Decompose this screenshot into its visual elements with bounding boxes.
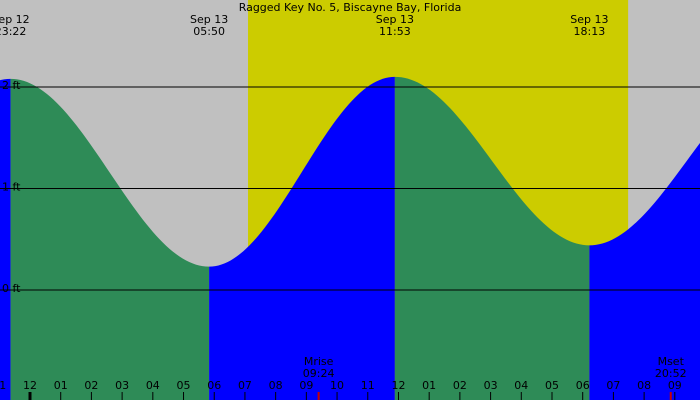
x-tick-label: 06 [207, 379, 221, 392]
x-tick-label: 01 [422, 379, 436, 392]
x-tick-label: 12 [391, 379, 405, 392]
x-tick-label: 10 [330, 379, 344, 392]
x-tick-label: 02 [453, 379, 467, 392]
rising-tide [0, 78, 11, 400]
y-tick-label: 0 ft [2, 282, 21, 295]
extreme-time: 23:22 [0, 25, 26, 38]
x-tick-label: 12 [23, 379, 37, 392]
extreme-date: Sep 13 [376, 13, 414, 26]
x-tick-label: 09 [299, 379, 313, 392]
rising-tide [589, 143, 700, 400]
falling-tide [10, 78, 210, 400]
extreme-time: 05:50 [193, 25, 225, 38]
extreme-date: Sep 12 [0, 13, 30, 26]
x-tick-label: 02 [84, 379, 98, 392]
y-tick-label: 2 ft [2, 79, 21, 92]
x-tick-label: 09 [668, 379, 682, 392]
x-tick-label: 08 [269, 379, 283, 392]
x-tick-label: 05 [177, 379, 191, 392]
extreme-time: 11:53 [379, 25, 411, 38]
x-tick-label: 05 [545, 379, 559, 392]
chart-title: Ragged Key No. 5, Biscayne Bay, Florida [239, 1, 462, 14]
y-tick-label: 1 ft [2, 180, 21, 193]
x-tick-label: 07 [606, 379, 620, 392]
extreme-date: Sep 13 [190, 13, 228, 26]
x-tick-label: 01 [54, 379, 68, 392]
x-tick-label: 11 [0, 379, 6, 392]
moon-name: Mrise [304, 355, 334, 368]
extreme-date: Sep 13 [570, 13, 608, 26]
x-tick-label: 08 [637, 379, 651, 392]
moon-time: 09:24 [303, 367, 335, 380]
x-tick-label: 03 [115, 379, 129, 392]
rising-tide [209, 76, 395, 400]
falling-tide [394, 76, 590, 400]
x-tick-label: 11 [361, 379, 375, 392]
x-tick-label: 06 [576, 379, 590, 392]
x-tick-label: 03 [484, 379, 498, 392]
x-tick-label: 04 [514, 379, 528, 392]
x-tick-label: 07 [238, 379, 252, 392]
extreme-time: 18:13 [574, 25, 606, 38]
x-tick-label: 04 [146, 379, 160, 392]
moon-time: 20:52 [655, 367, 687, 380]
moon-name: Mset [658, 355, 685, 368]
